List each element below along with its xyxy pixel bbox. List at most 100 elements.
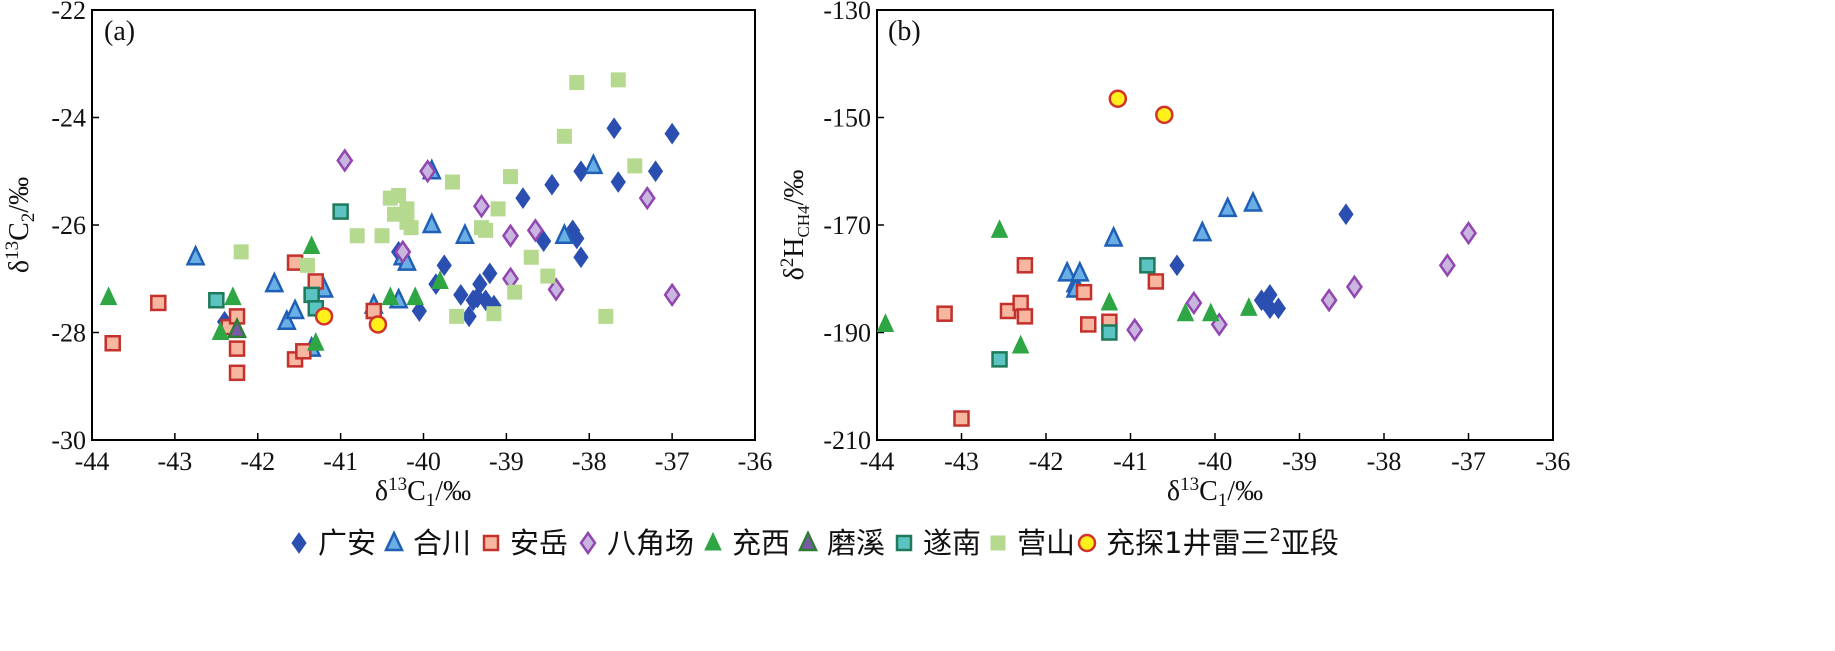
- data-point-anyue: [286, 254, 304, 271]
- data-point-bajiaochang: [547, 277, 565, 302]
- data-point-nanxi: [877, 313, 895, 332]
- x-tick-label: -43: [944, 447, 979, 476]
- legend-label-hechuan: 合川: [413, 526, 471, 560]
- legend-marker-shape-nanxi: [704, 531, 722, 551]
- legend-label-anyue: 安岳: [510, 526, 568, 560]
- data-point-guangan: [411, 300, 427, 322]
- data-point-guangan: [453, 284, 469, 306]
- data-point-guangan: [664, 122, 680, 145]
- x-tick-label: -38: [572, 447, 607, 476]
- data-point-yingshan: [627, 158, 643, 174]
- data-point-bajiaochang: [526, 218, 544, 243]
- data-point-nanxi: [1176, 302, 1195, 322]
- legend-item-hechuan: 合川: [384, 526, 471, 560]
- legend-item-moxi: 磨溪: [798, 526, 885, 560]
- x-tick-label: -38: [1367, 447, 1402, 476]
- series-suinan: [991, 257, 1156, 368]
- data-point-hechuan: [421, 212, 442, 234]
- data-point-nanxi: [1011, 334, 1030, 354]
- data-point-bajiaochang: [1126, 317, 1144, 342]
- data-point-yingshan: [486, 306, 502, 322]
- legend-item-guangan: 广安: [291, 526, 376, 560]
- data-point-anyue: [307, 273, 325, 290]
- x-tick-label: -42: [240, 447, 275, 476]
- data-point-yingshan: [540, 268, 556, 284]
- data-point-guangan: [647, 160, 664, 183]
- x-tick-label: -37: [655, 447, 690, 476]
- series-guangan: [1169, 203, 1354, 320]
- y-tick-label: -170: [823, 211, 871, 240]
- x-tick-label: -37: [1451, 447, 1486, 476]
- plot-area-b: [877, 89, 1478, 427]
- legend-item-suinan: 遂南: [895, 526, 981, 560]
- legend-marker-suinan: [895, 534, 913, 552]
- legend-marker-shape-anyue: [482, 534, 500, 552]
- series-anyue: [936, 257, 1165, 427]
- y-tick-label: -130: [823, 0, 871, 25]
- x-tick-label: -40: [1198, 447, 1233, 476]
- legend-label-suinan: 遂南: [923, 526, 981, 560]
- legend-item-well: 充探1井雷三2亚段: [1077, 525, 1339, 560]
- legend-marker-shape-moxi: [798, 530, 818, 552]
- y-axis-a: -30 -28 -26 -24 -22: [51, 0, 99, 455]
- data-point-guangan: [1338, 203, 1354, 226]
- legend-label-well-suffix: 亚段: [1281, 526, 1339, 560]
- data-point-nanxi: [1100, 291, 1119, 311]
- data-point-yingshan: [233, 244, 249, 260]
- data-point-hechuan: [285, 298, 306, 320]
- plot-area-a: [99, 72, 681, 382]
- legend-label-moxi: 磨溪: [827, 526, 885, 560]
- data-point-guangan: [1270, 297, 1286, 320]
- data-point-yingshan: [449, 308, 465, 324]
- data-point-yingshan: [598, 308, 614, 324]
- data-point-suinan: [332, 203, 349, 220]
- x-tick-label: -36: [738, 447, 773, 476]
- legend-label-guangan: 广安: [318, 526, 376, 560]
- legend-item-bajiaochang: 八角场: [579, 526, 694, 560]
- series-well: [314, 307, 388, 334]
- data-point-anyue: [1016, 257, 1034, 274]
- data-point-bajiaochang: [1320, 288, 1338, 313]
- y-axis-title-a: δ13C2/‰: [2, 177, 39, 273]
- series-nanxi: [99, 235, 449, 351]
- data-point-nanxi: [224, 286, 242, 306]
- x-tick-label: -42: [1029, 447, 1064, 476]
- data-point-yingshan: [349, 228, 365, 244]
- data-point-yingshan: [399, 201, 415, 217]
- y-tick-label: -210: [823, 426, 871, 455]
- legend-marker-nanxi: [704, 531, 722, 551]
- y-tick-label: -26: [51, 211, 86, 240]
- legend-marker-shape-hechuan: [384, 530, 404, 552]
- data-point-anyue: [228, 364, 246, 382]
- data-point-bajiaochang: [472, 194, 491, 219]
- legend-item-anyue: 安岳: [482, 526, 568, 560]
- data-point-hechuan: [583, 152, 604, 175]
- data-point-yingshan: [523, 249, 539, 265]
- series-yingshan: [233, 72, 643, 324]
- data-point-guangan: [573, 246, 589, 269]
- legend-marker-moxi: [798, 530, 818, 552]
- data-point-anyue: [936, 305, 953, 322]
- data-point-hechuan: [1192, 220, 1213, 242]
- x-tick-label: -43: [158, 447, 193, 476]
- legend-label-yingshan: 营山: [1017, 526, 1075, 560]
- data-point-hechuan: [1057, 260, 1078, 282]
- data-point-well: [1108, 89, 1128, 108]
- series-hechuan: [1057, 190, 1263, 298]
- data-point-guangan: [544, 173, 560, 196]
- data-point-nanxi: [406, 286, 425, 306]
- y-tick-label: -30: [51, 426, 86, 455]
- data-point-nanxi: [302, 235, 321, 254]
- x-axis-b: -44 -43 -42 -41 -40 -39 -38 -37 -36: [860, 433, 1571, 476]
- data-point-hechuan: [1217, 195, 1238, 218]
- y-tick-label: -28: [51, 319, 86, 348]
- data-point-bajiaochang: [1185, 290, 1203, 316]
- data-point-yingshan: [391, 187, 407, 203]
- data-point-guangan: [461, 305, 477, 328]
- data-point-anyue: [1075, 283, 1093, 301]
- data-point-bajiaochang: [419, 159, 437, 184]
- legend-marker-bajiaochang: [579, 530, 597, 556]
- data-point-anyue: [150, 294, 167, 312]
- x-tick-label: -39: [1282, 447, 1317, 476]
- x-tick-label: -36: [1536, 447, 1571, 476]
